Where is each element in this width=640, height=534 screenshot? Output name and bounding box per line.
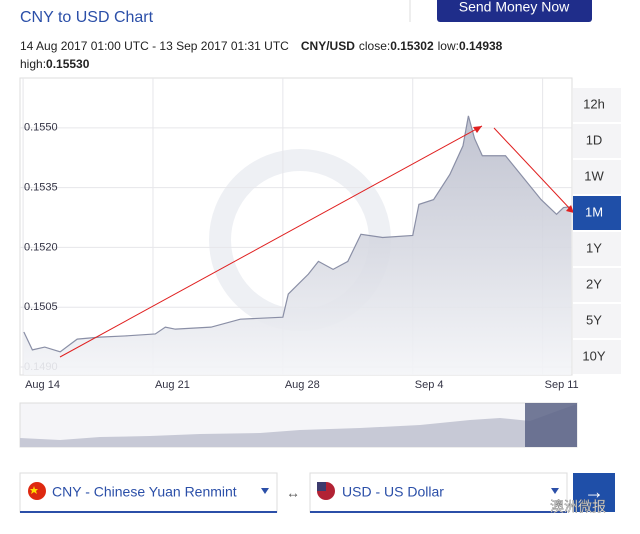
navigator-area [20, 404, 577, 447]
dropdown-arrow [551, 488, 559, 494]
info-pair: CNY/USD [301, 39, 355, 53]
watermark: 澳洲微报 [550, 499, 606, 515]
range-button[interactable] [573, 232, 621, 266]
swap-button[interactable]: ↔ [286, 485, 300, 501]
range-button[interactable] [573, 340, 621, 374]
range-label[interactable]: 12h [583, 96, 605, 111]
range-label[interactable]: 1D [586, 132, 603, 147]
arrow-head [566, 205, 574, 213]
dropdown-arrow [261, 488, 269, 494]
from-select[interactable] [19, 472, 278, 513]
info-line: 14 Aug 2017 01:00 UTC - 13 Sep 2017 01:3… [20, 39, 503, 53]
x-tick-label: Aug 14 [25, 379, 60, 391]
range-label[interactable]: 1Y [586, 240, 602, 255]
from-label[interactable]: CNY - Chinese Yuan Renmint [52, 484, 237, 500]
range-button[interactable] [573, 124, 621, 158]
info-range: 14 Aug 2017 01:00 UTC - 13 Sep 2017 01:3… [20, 39, 289, 53]
navigator-window[interactable] [525, 403, 577, 447]
x-tick-label: Aug 28 [285, 379, 320, 391]
range-button[interactable] [573, 88, 621, 122]
to-select[interactable] [309, 472, 568, 513]
info-high: 0.15530 [46, 57, 90, 71]
send-button-label[interactable]: Send Money Now [459, 0, 570, 15]
x-tick-label: Aug 21 [155, 379, 190, 391]
range-button[interactable] [573, 160, 621, 194]
flag-star [30, 486, 38, 494]
info-low-label: low: [438, 39, 459, 53]
info-close: 0.15302 [390, 39, 434, 53]
x-tick-label: Sep 4 [415, 379, 444, 391]
chart-title: CNY to USD Chart [20, 9, 154, 26]
range-label[interactable]: 1M [585, 204, 603, 219]
flag-canton [317, 482, 326, 491]
range-label[interactable]: 10Y [582, 348, 605, 363]
y-tick-label: 0.1505 [24, 301, 58, 313]
info-low: 0.14938 [459, 39, 503, 53]
y-tick-label: 0.1535 [24, 182, 58, 194]
cny-flag [28, 482, 46, 500]
info-high-label: high: [20, 57, 46, 71]
range-button[interactable] [573, 268, 621, 302]
trend-arrow [493, 127, 573, 212]
range-button[interactable] [573, 304, 621, 338]
range-button[interactable] [573, 196, 621, 230]
info-close-label: close: [359, 39, 390, 53]
go-button-label[interactable]: → [584, 481, 604, 503]
go-button[interactable] [573, 473, 615, 512]
arrow-head [473, 126, 482, 133]
range-label[interactable]: 1W [584, 168, 604, 183]
x-tick-label: Sep 11 [545, 379, 579, 391]
y-tick-label: 0.1550 [24, 122, 58, 134]
to-label[interactable]: USD - US Dollar [342, 484, 444, 500]
area [23, 115, 572, 375]
range-label[interactable]: 5Y [586, 312, 602, 327]
range-label[interactable]: 2Y [586, 276, 602, 291]
info-line-2: high:0.15530 [20, 57, 90, 71]
send-button[interactable] [437, 0, 592, 22]
trend-arrow [59, 125, 483, 358]
y-tick-label: 0.1520 [24, 241, 58, 253]
line [23, 115, 572, 353]
